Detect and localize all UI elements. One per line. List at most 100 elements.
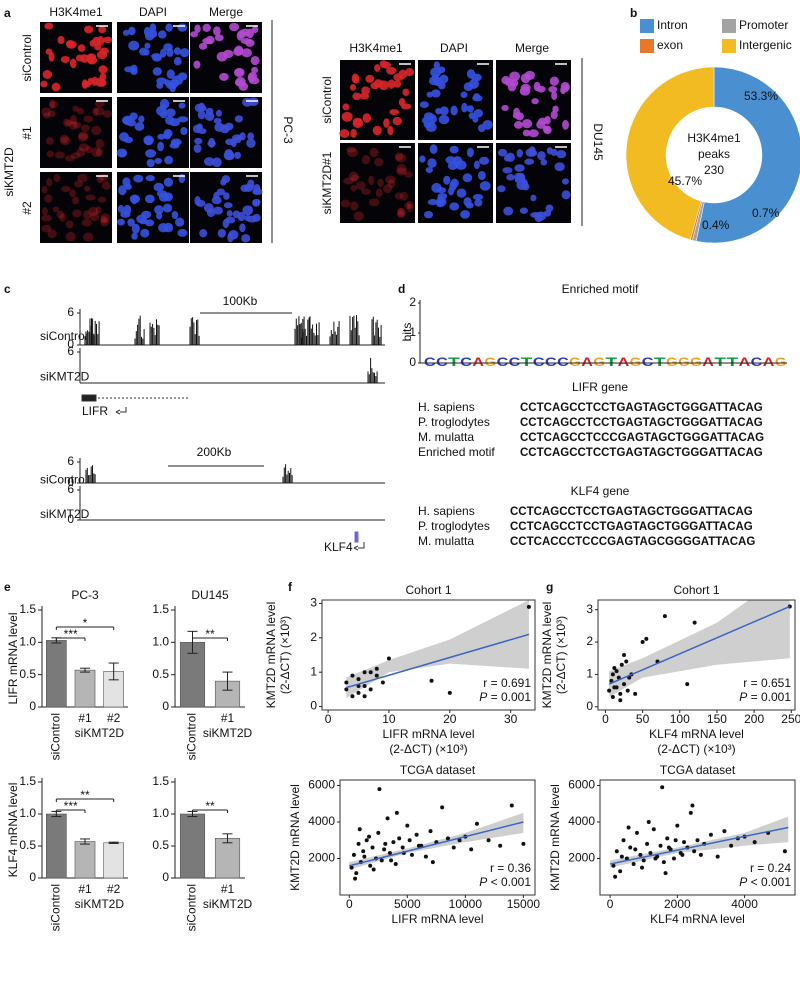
error-bar — [80, 667, 90, 673]
nucleus — [92, 107, 99, 117]
nucleus — [519, 207, 528, 214]
nucleus — [241, 48, 252, 58]
scatter-point — [690, 803, 695, 808]
nucleus — [339, 129, 350, 138]
nucleus — [180, 126, 188, 136]
nucleus — [439, 106, 449, 116]
nucleus — [178, 102, 186, 109]
nucleus — [175, 217, 185, 227]
scatter-point — [430, 860, 435, 865]
bar — [74, 669, 96, 708]
donut-slice — [695, 66, 800, 244]
chart-title: TCGA dataset — [660, 763, 736, 777]
nucleus — [131, 223, 140, 234]
nucleus — [524, 158, 535, 165]
nucleus — [350, 201, 359, 211]
logo-letter: C — [509, 355, 521, 369]
nucleus — [46, 178, 53, 187]
nucleus — [206, 208, 215, 218]
nucleus — [169, 118, 181, 127]
nucleus — [190, 31, 199, 38]
scatter-point — [618, 869, 623, 874]
nucleus — [353, 211, 364, 221]
x-tick-label: #1 — [78, 711, 92, 725]
scatter-point — [344, 687, 349, 692]
nucleus — [59, 213, 66, 222]
nucleus — [227, 233, 234, 243]
nucleus — [389, 108, 399, 115]
track-label: siKMT2D — [40, 507, 90, 521]
nucleus — [352, 92, 362, 101]
y-tick-label: 0.5 — [19, 667, 36, 681]
nucleus — [100, 215, 108, 224]
nucleus — [123, 136, 134, 144]
nucleus — [128, 40, 140, 51]
nucleus — [241, 234, 251, 243]
nucleus — [118, 185, 127, 196]
nucleus — [428, 76, 440, 86]
nucleus — [145, 175, 155, 182]
nucleus — [383, 118, 390, 128]
nucleus — [222, 218, 230, 229]
scatter-point — [486, 838, 491, 843]
scatter-point — [625, 688, 630, 693]
nucleus — [372, 125, 382, 136]
nucleus — [44, 194, 53, 203]
y-tick-label: 0 — [586, 699, 593, 713]
legend-swatch — [722, 19, 736, 33]
x-tick-label: #2 — [107, 882, 121, 896]
nucleus — [520, 73, 531, 84]
chart-title: TCGA dataset — [400, 763, 476, 777]
y-tick-label: 0 — [29, 699, 36, 713]
nucleus — [465, 202, 474, 209]
nucleus — [83, 115, 94, 123]
nucleus — [56, 210, 65, 219]
nucleus — [59, 134, 69, 144]
nucleus — [213, 26, 221, 36]
logo-letter: G — [593, 355, 605, 369]
logo-letter: C — [497, 355, 509, 369]
nucleus — [49, 100, 59, 109]
fit-line — [609, 826, 789, 865]
nucleus — [438, 114, 450, 125]
gene-model — [81, 394, 365, 551]
nucleus — [140, 228, 150, 238]
scatter-point — [645, 841, 650, 846]
micrograph — [496, 60, 571, 140]
nucleus — [548, 85, 558, 93]
nucleus — [223, 150, 235, 161]
nucleus — [98, 25, 107, 34]
y-axis-label: KMT2D mRNA level — [264, 602, 278, 709]
nucleus — [236, 30, 244, 41]
x-tick-label: siControl — [185, 713, 199, 760]
scatter-point — [344, 680, 349, 685]
x-tick-label: #1 — [78, 882, 92, 896]
nucleus — [365, 74, 375, 83]
nucleus — [51, 82, 61, 92]
nucleus — [41, 214, 53, 222]
y-tick-label: 0.5 — [19, 838, 36, 852]
nucleus — [130, 64, 138, 73]
nucleus — [202, 23, 211, 32]
nucleus — [213, 117, 222, 124]
nucleus — [466, 69, 476, 79]
nucleus — [436, 187, 447, 194]
nucleus — [81, 79, 88, 89]
nucleus — [94, 106, 105, 116]
nucleus — [514, 176, 526, 184]
nucleus — [382, 183, 393, 194]
nucleus — [41, 224, 52, 233]
y-tick-label: 2 — [310, 630, 317, 644]
scatter-point — [423, 854, 428, 859]
scatter-point — [356, 841, 361, 846]
nucleus — [448, 186, 455, 196]
motif-title: Enriched motif — [562, 282, 639, 296]
x-tick-label: 0 — [325, 712, 332, 726]
scatter-point — [357, 827, 362, 832]
nucleus — [443, 175, 451, 185]
x-axis-label: LIFR mRNA level — [382, 727, 474, 741]
nucleus — [154, 157, 162, 164]
nucleus — [47, 110, 56, 118]
track-tick-label: 6 — [67, 344, 74, 358]
nucleus — [343, 177, 354, 185]
